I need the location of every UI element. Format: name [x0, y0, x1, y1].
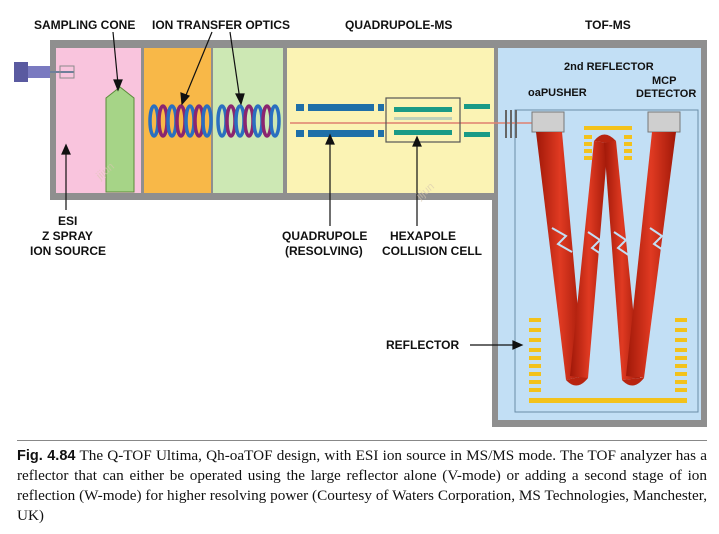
caption-label: Fig. 4.84 [17, 448, 76, 464]
quadrupole-rods [296, 104, 384, 137]
label-collision-cell: COLLISION CELL [382, 244, 482, 258]
label-esi: ESI [58, 214, 77, 228]
mcp-detector [647, 111, 681, 133]
ring-ion-guide-2 [216, 104, 281, 138]
label-detector: DETECTOR [636, 88, 696, 100]
pointer-lines [61, 31, 524, 350]
label-mcp: MCP [652, 75, 676, 87]
main-reflector [529, 318, 687, 403]
esi-probe [14, 62, 75, 82]
quadrupole-ms-region [287, 48, 494, 193]
ring-ion-guide-1 [148, 104, 213, 138]
label-reflector: REFLECTOR [386, 338, 459, 352]
sampling-cone [105, 86, 135, 193]
label-z-spray: Z SPRAY [42, 229, 93, 243]
label-quadrupole-ms: QUADRUPOLE-MS [345, 18, 452, 32]
tof-inner-chamber [514, 109, 699, 413]
hexapole-collision-cell [385, 97, 490, 143]
figure-caption: Fig. 4.84 The Q-TOF Ultima, Qh-oaTOF desi… [17, 446, 707, 526]
w-mode-flight-path [536, 132, 676, 386]
label-resolving: (RESOLVING) [285, 244, 363, 258]
caption-text: The Q-TOF Ultima, Qh-oaTOF design, with … [17, 447, 707, 524]
oa-pusher [531, 111, 565, 133]
tof-transfer-lens [505, 110, 517, 138]
qtof-diagram: SAMPLING CONE ION TRANSFER OPTICS QUADRU… [14, 18, 707, 427]
label-sampling-cone: SAMPLING CONE [34, 18, 135, 32]
label-tof-ms: TOF-MS [585, 18, 631, 32]
label-oapusher: oaPUSHER [528, 87, 587, 99]
label-ion-source: ION SOURCE [30, 244, 106, 258]
label-quadrupole: QUADRUPOLE [282, 229, 367, 243]
label-ion-transfer-optics: ION TRANSFER OPTICS [152, 18, 290, 32]
label-hexapole: HEXAPOLE [390, 229, 456, 243]
second-reflector [584, 126, 632, 160]
label-second-reflector: 2nd REFLECTOR [564, 61, 654, 73]
caption-rule [17, 440, 707, 441]
